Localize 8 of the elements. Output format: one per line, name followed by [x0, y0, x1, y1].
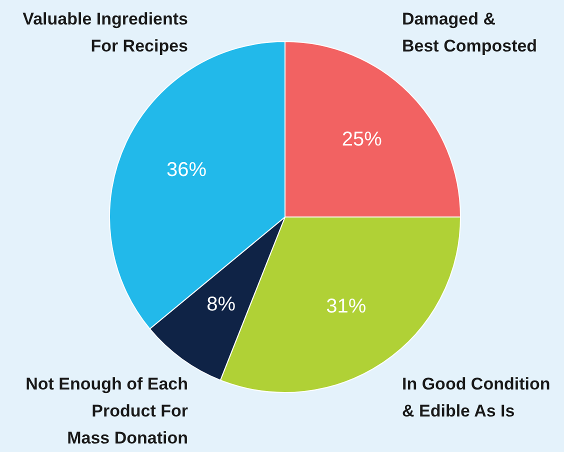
slice-label: Not Enough of Each Product For Mass Donation [26, 374, 188, 448]
data-label: 31% [326, 296, 366, 318]
slice-label: Valuable Ingredients For Recipes [22, 10, 188, 56]
slice-label: In Good Condition & Edible As Is [402, 374, 550, 421]
data-label: 25% [342, 128, 382, 151]
slice-label: Damaged & Best Composted [402, 10, 538, 56]
data-label: 36% [166, 159, 207, 182]
data-label: 8% [206, 294, 236, 316]
